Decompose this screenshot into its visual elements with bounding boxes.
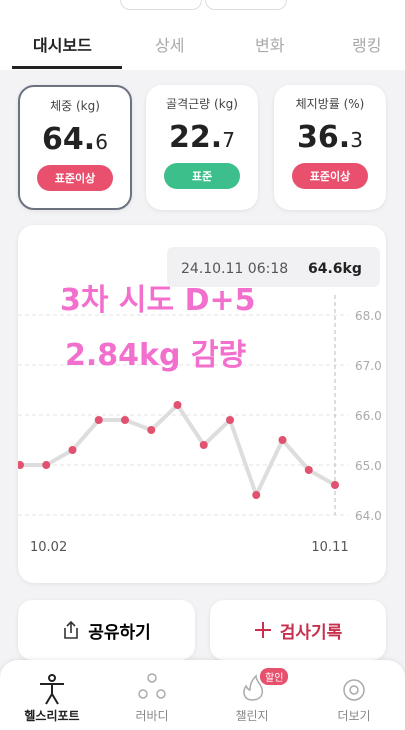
- badge: 표준이상: [37, 165, 113, 191]
- card-label: 체지방률 (%): [295, 97, 365, 111]
- plus-icon: [254, 622, 271, 638]
- point: [42, 461, 51, 469]
- bottom-nav: [0, 660, 405, 730]
- tooltip: [167, 247, 380, 287]
- card[interactable]: 체지방률 (%) 36.3 표준이상: [274, 85, 386, 210]
- point: [18, 461, 24, 469]
- share-button[interactable]: 공유하기: [18, 600, 195, 660]
- card-label: 체중 (kg): [50, 99, 100, 113]
- y-tick-label: 65.0: [355, 459, 382, 473]
- card-value-decimal: 3: [350, 128, 363, 152]
- point: [331, 481, 339, 489]
- tab[interactable]: 대시보드: [33, 36, 92, 55]
- card-value: 64.: [42, 122, 96, 157]
- tab-underline: [12, 66, 122, 69]
- y-tick-label: 64.0: [355, 509, 382, 523]
- point: [68, 446, 77, 454]
- tab[interactable]: 상세: [155, 36, 185, 55]
- record-button[interactable]: 검사기록: [210, 600, 386, 660]
- button-label: 검사기록: [279, 622, 343, 643]
- nav-item[interactable]: 챌린지: [235, 709, 269, 723]
- point: [199, 441, 208, 449]
- line: [20, 403, 336, 497]
- pill: [205, 0, 287, 10]
- share-icon: [64, 620, 79, 639]
- badge: 표준: [164, 163, 240, 189]
- button-label: 공유하기: [88, 622, 151, 643]
- point: [278, 436, 287, 444]
- x-tick-label: 10.11: [311, 540, 348, 555]
- nav-item[interactable]: 헬스리포트: [24, 709, 80, 723]
- point: [173, 401, 182, 409]
- x-tick-label: 10.02: [30, 540, 67, 555]
- card-value-decimal: 6: [95, 130, 108, 154]
- card-value: 36.: [297, 120, 351, 155]
- chart: 24.10.11 06:18 64.6kg 64.0 65.0 66.0 67.0 68…: [18, 225, 386, 583]
- tab[interactable]: 랭킹: [352, 36, 382, 55]
- card[interactable]: 골격근량 (kg) 22.7 표준: [146, 85, 258, 210]
- badge: 표준이상: [292, 163, 368, 189]
- point: [94, 416, 103, 424]
- card-label: 골격근량 (kg): [166, 97, 238, 111]
- pill: [120, 0, 202, 10]
- card-value: 22.: [169, 120, 223, 155]
- y-tick-label: 68.0: [355, 309, 382, 323]
- point: [304, 466, 313, 474]
- tooltip-value: 64.6kg: [308, 261, 362, 277]
- point: [226, 416, 234, 424]
- point: [252, 491, 261, 499]
- annotation: 2.84kg 감량: [65, 338, 246, 373]
- tab-bar: [0, 0, 405, 70]
- nav-badge: 할인: [260, 668, 289, 685]
- card[interactable]: 체중 (kg) 64.6 표준이상: [18, 85, 132, 210]
- nav-item[interactable]: 러바디: [135, 709, 169, 723]
- y-tick-label: 67.0: [355, 359, 382, 373]
- tooltip-time: 24.10.11 06:18: [181, 261, 288, 277]
- point: [147, 426, 156, 434]
- tab[interactable]: 변화: [255, 36, 285, 55]
- card-value-decimal: 7: [222, 128, 235, 152]
- nav-item[interactable]: 더보기: [337, 709, 371, 723]
- y-tick-label: 66.0: [355, 409, 382, 423]
- point: [121, 416, 129, 424]
- annotation: 3차 시도 D+5: [60, 283, 255, 318]
- nav-icons: [40, 673, 365, 705]
